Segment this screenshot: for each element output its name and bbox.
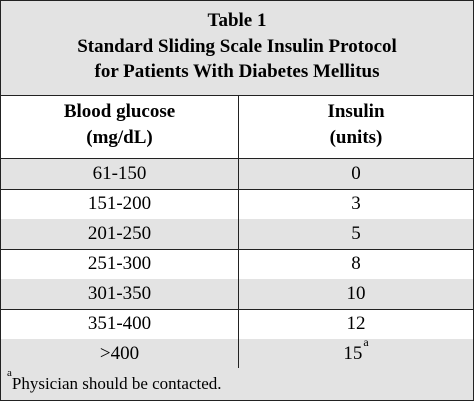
table-row: 351-400 12 — [1, 309, 473, 340]
column-divider — [238, 96, 239, 368]
glucose-cell: 151-200 — [87, 193, 152, 214]
table-title-block: Table 1 Standard Sliding Scale Insulin P… — [1, 1, 473, 96]
table-label: Table 1 — [207, 10, 267, 31]
header-insulin-unit: (units) — [329, 127, 383, 148]
table-row: >400 15a — [1, 336, 473, 370]
table-row: 151-200 3 — [1, 189, 473, 220]
table-footnote: aPhysician should be contacted. — [1, 368, 473, 400]
glucose-cell: 201-250 — [87, 223, 152, 244]
insulin-cell: 15a — [239, 336, 473, 369]
footnote-line: aPhysician should be contacted. — [7, 368, 222, 394]
table-row: 201-250 5 — [1, 219, 473, 250]
insulin-cell: 10 — [346, 283, 366, 304]
glucose-cell: 351-400 — [87, 313, 152, 334]
insulin-value: 15 — [343, 343, 363, 364]
table-title-line-1: Standard Sliding Scale Insulin Protocol — [77, 36, 397, 57]
insulin-cell: 12 — [346, 313, 366, 334]
table-title-line-2: for Patients With Diabetes Mellitus — [94, 61, 380, 82]
footnote-marker: a — [363, 334, 369, 349]
insulin-cell: 0 — [351, 163, 361, 184]
table-row: 61-150 0 — [1, 159, 473, 190]
header-blood-glucose-label: Blood glucose — [63, 101, 176, 122]
table-row: 251-300 8 — [1, 249, 473, 280]
glucose-cell: >400 — [99, 343, 140, 364]
insulin-cell: 8 — [351, 253, 361, 274]
footnote-mark: a — [7, 367, 12, 380]
footnote-text: Physician should be contacted. — [11, 374, 222, 393]
header-blood-glucose: Blood glucose (mg/dL) — [1, 96, 238, 158]
header-insulin: Insulin (units) — [239, 96, 473, 158]
glucose-cell: 61-150 — [92, 163, 147, 184]
table-row: 301-350 10 — [1, 279, 473, 310]
table-header-row: Blood glucose (mg/dL) Insulin (units) — [1, 96, 473, 159]
header-blood-glucose-unit: (mg/dL) — [86, 127, 153, 148]
glucose-cell: 301-350 — [87, 283, 152, 304]
glucose-cell: 251-300 — [87, 253, 152, 274]
insulin-cell: 3 — [351, 193, 361, 214]
insulin-cell: 5 — [351, 223, 361, 244]
header-insulin-label: Insulin — [327, 101, 385, 122]
